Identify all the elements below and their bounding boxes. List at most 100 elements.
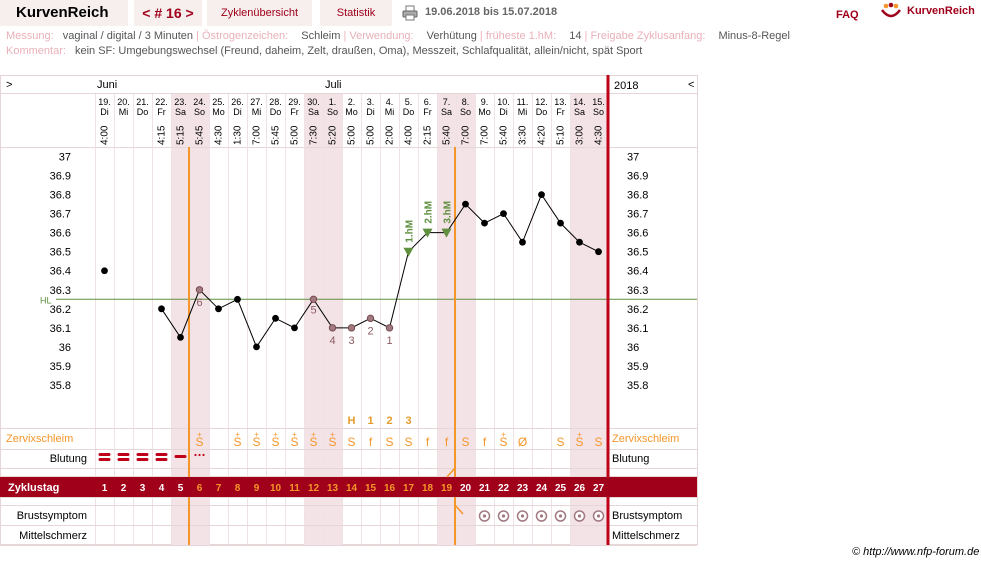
info-value-earliest: 14 <box>569 30 582 42</box>
info-label-release: Freigabe Zyklusanfang: <box>590 30 706 42</box>
temperature-point <box>519 238 526 246</box>
cervix-plus: + <box>501 430 506 439</box>
weekend-column <box>570 94 589 545</box>
info-value-usage: Verhütung <box>426 30 477 42</box>
row-label-bleeding: Blutung <box>50 453 87 465</box>
y-tick-label-right: 35.9 <box>627 361 648 373</box>
faq-link[interactable]: FAQ <box>836 9 859 21</box>
cycle-day-number: 19 <box>441 483 453 494</box>
cycle-navigator[interactable]: < # 16 > <box>134 0 202 26</box>
y-tick-label-right: 36.4 <box>627 266 648 278</box>
low-count-label: 6 <box>196 297 202 309</box>
day-weekday: Sa <box>175 107 186 117</box>
day-date: 24. <box>193 97 206 107</box>
cycle-day-number: 3 <box>140 483 146 494</box>
day-date: 15. <box>592 97 605 107</box>
y-tick-label-right: 36.1 <box>627 323 648 335</box>
cycle-day-number: 18 <box>422 483 434 494</box>
cycle-day-number: 10 <box>270 483 282 494</box>
cervix-symbol: f <box>369 435 373 449</box>
high-measure-marker <box>403 247 414 257</box>
y-tick-label-right: 36.5 <box>627 247 648 259</box>
info-value-release: Minus-8-Regel <box>718 30 790 42</box>
measure-time: 7:00 <box>252 125 263 145</box>
temperature-point <box>158 305 165 313</box>
cervix-symbol: f <box>426 435 430 449</box>
expand-left-arrow: > <box>6 79 12 91</box>
copyright-text: © http://www.nfp-forum.de <box>852 546 980 558</box>
temperature-point <box>215 305 222 313</box>
cycle-day-number: 20 <box>460 483 472 494</box>
y-tick-label-left: 36.3 <box>50 285 71 297</box>
year-label: 2018 <box>614 80 638 92</box>
day-date: 8. <box>462 97 470 107</box>
cycle-day-number: 1 <box>102 483 108 494</box>
day-date: 27. <box>250 97 263 107</box>
measure-time: 4:20 <box>537 125 548 145</box>
app-title: KurvenReich <box>0 0 128 26</box>
y-tick-label-left: 35.8 <box>50 380 71 392</box>
day-weekday: Di <box>499 107 508 117</box>
cervix-symbol: f <box>483 435 487 449</box>
day-weekday: Fr <box>423 107 432 117</box>
weekend-column <box>456 94 475 545</box>
top-bar: KurvenReich < # 16 > Zyklenübersicht Sta… <box>0 0 981 28</box>
measure-time: 1:30 <box>233 125 244 145</box>
measure-time: 5:20 <box>328 125 339 145</box>
day-date: 20. <box>117 97 130 107</box>
breast-symptom-dot <box>501 514 506 518</box>
day-weekday: Mo <box>345 107 358 117</box>
measure-time: 7:00 <box>461 125 472 145</box>
day-weekday: Do <box>270 107 282 117</box>
measure-time: 4:00 <box>100 125 111 145</box>
day-date: 6. <box>424 97 432 107</box>
breast-symptom-dot <box>558 514 563 518</box>
comment-label: Kommentar: <box>6 45 66 57</box>
temperature-point <box>272 314 279 322</box>
low-count-label: 5 <box>310 304 316 316</box>
day-weekday: Fr <box>157 107 166 117</box>
day-weekday: Di <box>233 107 242 117</box>
cervix-symbol: Ø <box>518 435 527 449</box>
y-tick-label-left: 36.6 <box>50 228 71 240</box>
temperature-point <box>101 267 108 275</box>
row-label-cervix: Zervixschleim <box>6 433 73 445</box>
tab-cycle-overview[interactable]: Zyklenübersicht <box>207 0 312 26</box>
tab-statistics[interactable]: Statistik <box>320 0 392 26</box>
day-date: 5. <box>405 97 413 107</box>
day-weekday: Do <box>536 107 548 117</box>
temperature-line <box>161 193 599 348</box>
breast-symptom-dot <box>520 514 525 518</box>
temperature-point <box>234 295 241 303</box>
cycle-day-number: 2 <box>121 483 127 494</box>
day-weekday: Sa <box>441 107 452 117</box>
marker-diagonal <box>446 467 456 478</box>
temperature-point <box>500 210 507 218</box>
day-date: 12. <box>535 97 548 107</box>
low-count-label: 2 <box>367 325 373 337</box>
y-tick-label-right: 36.9 <box>627 171 648 183</box>
printer-icon[interactable] <box>402 5 418 21</box>
day-date: 23. <box>174 97 187 107</box>
cervix-plus: + <box>254 430 259 439</box>
bleeding-heavy-mark <box>117 453 130 456</box>
measure-time: 5:40 <box>442 125 453 145</box>
low-count-label: 1 <box>386 335 392 347</box>
cervix-symbol: S <box>233 435 241 449</box>
bleeding-heavy-mark <box>136 453 149 456</box>
temperature-point <box>177 333 184 341</box>
weekend-column <box>589 94 608 545</box>
measure-time: 7:00 <box>480 125 491 145</box>
y-tick-label-right: 36.7 <box>627 209 648 221</box>
day-date: 25. <box>212 97 225 107</box>
y-tick-label-left: 36.4 <box>50 266 71 278</box>
temperature-point <box>253 343 260 351</box>
info-label-measurement: Messung: <box>6 30 54 42</box>
weekend-column <box>323 94 342 545</box>
day-date: 13. <box>554 97 567 107</box>
day-weekday: Fr <box>290 107 299 117</box>
high-measure-marker <box>441 228 452 238</box>
cycle-day-number: 25 <box>555 483 567 494</box>
info-value-measurement: vaginal / digital / 3 Minuten <box>62 30 194 42</box>
cervix-symbol: S <box>347 435 355 449</box>
